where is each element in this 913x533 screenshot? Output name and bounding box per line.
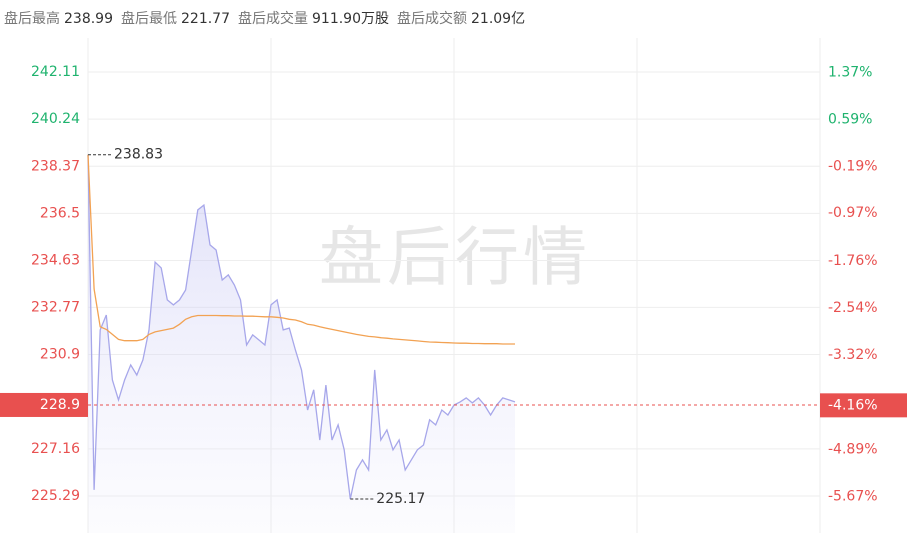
y2-tick-label: -4.16%	[828, 397, 878, 413]
stat-value: 238.99	[64, 11, 113, 27]
y2-tick-label: -4.89%	[828, 441, 878, 457]
y-tick-label: 227.16	[31, 441, 80, 457]
stat-value: 21.09亿	[471, 11, 526, 27]
y2-tick-label: -0.19%	[828, 158, 878, 174]
y-tick-label: 230.9	[40, 347, 80, 363]
stat-label: 盘后成交量	[238, 11, 308, 27]
stat-label: 盘后最低	[121, 11, 177, 27]
y-tick-label: 238.37	[31, 158, 80, 174]
y-tick-label: 234.63	[31, 253, 80, 269]
stat-value: 221.77	[181, 11, 230, 27]
annotation: 238.83	[114, 147, 163, 163]
y2-tick-label: -5.67%	[828, 488, 878, 504]
y2-tick-label: -3.32%	[828, 347, 878, 363]
annotation: 225.17	[376, 491, 425, 507]
y2-tick-label: -0.97%	[828, 205, 878, 221]
stat-label: 盘后成交额	[397, 11, 467, 27]
watermark: 盘后行情	[319, 222, 591, 296]
stat-value: 911.90万股	[312, 11, 389, 27]
y-tick-label: 228.9	[40, 397, 80, 413]
y-tick-label: 225.29	[31, 488, 80, 504]
y2-tick-label: -1.76%	[828, 253, 878, 269]
line	[87, 154, 515, 345]
y-tick-label: 242.11	[31, 64, 80, 80]
ref-label-box	[0, 392, 88, 417]
header: 盘后最高 238.99 盘后最低 221.77 盘后成交量 911.90万股 盘后成交额 21…	[4, 8, 533, 28]
y-tick-label: 240.24	[31, 111, 80, 127]
y2-tick-label: 1.37%	[828, 64, 872, 80]
y2-tick-label: -2.54%	[828, 300, 878, 316]
y-tick-label: 236.5	[40, 205, 80, 221]
y-tick-label: 232.77	[31, 299, 80, 315]
ref-label-box	[820, 393, 907, 418]
y2-tick-label: 0.59%	[828, 111, 872, 127]
stat-label: 盘后最高	[4, 11, 60, 27]
line	[87, 154, 516, 500]
area	[88, 154, 515, 533]
